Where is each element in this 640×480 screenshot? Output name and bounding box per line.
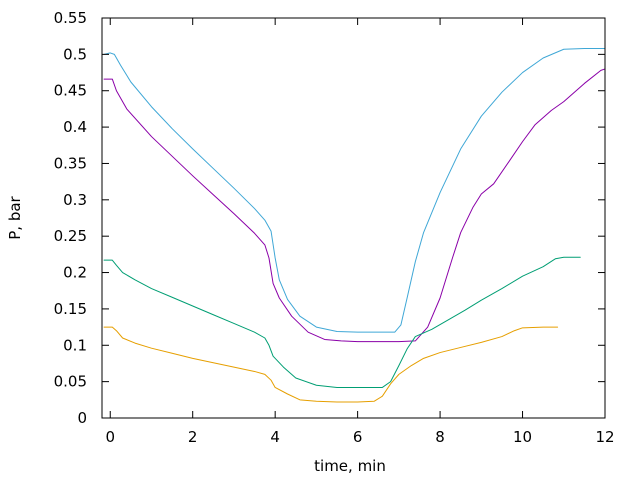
- y-tick-label: 0: [77, 409, 87, 427]
- y-tick-label: 0.5: [63, 45, 87, 63]
- y-tick-label: 0.35: [54, 154, 87, 172]
- y-tick-label: 0.25: [54, 227, 87, 245]
- x-tick-label: 4: [270, 428, 280, 446]
- series-line-3: [103, 256, 581, 388]
- ticks-layer: 0 2 4 6 8 10 12 0 0.05 0.1 0.15 0.2 0.25 0.3 0.35 0.4 0.…: [54, 9, 615, 446]
- x-tick-label: 6: [353, 428, 363, 446]
- series-line-2: [103, 68, 606, 343]
- x-tick-label: 10: [513, 428, 532, 446]
- y-tick-label: 0.2: [63, 264, 87, 282]
- y-tick-label: 0.15: [54, 300, 87, 318]
- y-tick-label: 0.45: [54, 82, 87, 100]
- y-axis-label: P, bar: [6, 195, 24, 239]
- axes-layer: [101, 17, 606, 419]
- plot-frame: [101, 17, 606, 419]
- y-tick-label: 0.3: [63, 191, 87, 209]
- x-tick-label: 8: [435, 428, 445, 446]
- x-tick-label: 12: [595, 428, 614, 446]
- x-axis-label: time, min: [314, 457, 386, 475]
- y-tick-label: 0.1: [63, 336, 87, 354]
- x-tick-label: 2: [188, 428, 198, 446]
- series-line-4: [103, 326, 559, 403]
- y-tick-label: 0.4: [63, 118, 87, 136]
- y-tick-label: 0.55: [54, 9, 87, 27]
- series-line-1: [103, 48, 606, 333]
- series-layer: [103, 48, 606, 403]
- x-tick-label: 0: [105, 428, 115, 446]
- y-tick-label: 0.05: [54, 373, 87, 391]
